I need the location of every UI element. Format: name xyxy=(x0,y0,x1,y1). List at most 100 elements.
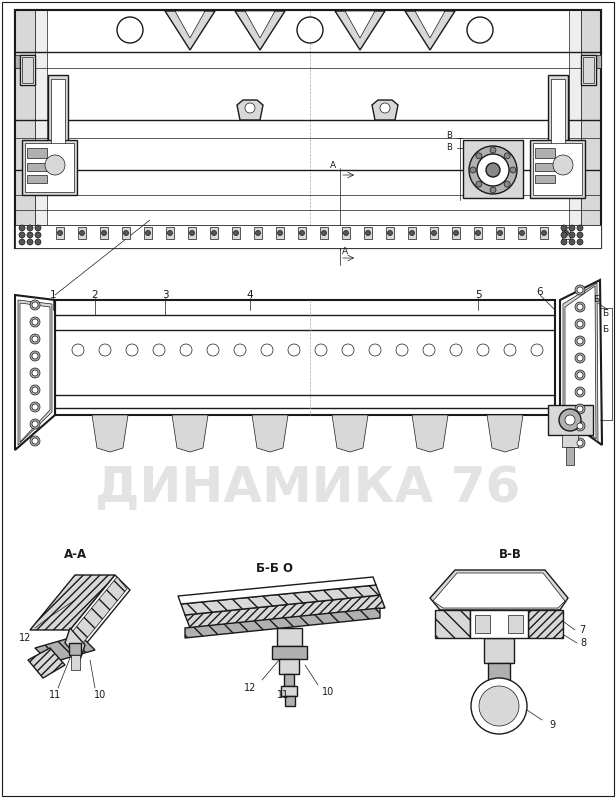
Circle shape xyxy=(32,370,38,376)
Circle shape xyxy=(575,302,585,312)
Bar xyxy=(528,610,563,638)
Text: 6: 6 xyxy=(537,287,543,297)
Circle shape xyxy=(541,231,546,235)
Circle shape xyxy=(519,231,524,235)
Circle shape xyxy=(322,231,326,235)
Circle shape xyxy=(365,231,370,235)
Bar xyxy=(475,615,490,633)
Bar xyxy=(518,227,526,239)
Circle shape xyxy=(30,351,40,361)
Circle shape xyxy=(469,146,517,194)
Bar xyxy=(144,227,152,239)
Circle shape xyxy=(559,409,581,431)
Bar xyxy=(284,674,294,686)
Circle shape xyxy=(577,304,583,310)
Circle shape xyxy=(299,231,304,235)
Circle shape xyxy=(256,231,261,235)
Circle shape xyxy=(577,338,583,344)
Polygon shape xyxy=(237,100,263,120)
Bar xyxy=(55,300,555,415)
Circle shape xyxy=(211,231,216,235)
Bar xyxy=(35,10,47,248)
Bar xyxy=(71,655,80,670)
Bar xyxy=(386,227,394,239)
Bar xyxy=(166,227,174,239)
Circle shape xyxy=(470,167,476,173)
Circle shape xyxy=(32,319,38,325)
Text: 12: 12 xyxy=(19,633,31,643)
Bar xyxy=(551,79,565,166)
Bar xyxy=(435,610,470,638)
Circle shape xyxy=(453,231,458,235)
Circle shape xyxy=(477,154,509,186)
Circle shape xyxy=(57,231,62,235)
Text: Б: Б xyxy=(602,309,608,318)
Bar xyxy=(48,75,68,170)
Circle shape xyxy=(575,404,585,414)
Circle shape xyxy=(233,231,238,235)
Bar xyxy=(276,227,284,239)
Circle shape xyxy=(30,402,40,412)
Circle shape xyxy=(277,231,283,235)
Polygon shape xyxy=(372,100,398,120)
Circle shape xyxy=(490,187,496,193)
Bar xyxy=(583,57,594,83)
Text: В-В: В-В xyxy=(498,548,521,562)
Bar xyxy=(533,143,582,195)
Circle shape xyxy=(569,239,575,245)
Circle shape xyxy=(27,232,33,238)
Polygon shape xyxy=(18,300,52,445)
Circle shape xyxy=(27,225,33,231)
Bar xyxy=(452,227,460,239)
Circle shape xyxy=(168,231,172,235)
Bar xyxy=(122,227,130,239)
Circle shape xyxy=(577,372,583,378)
Circle shape xyxy=(261,344,273,356)
Bar xyxy=(581,10,601,248)
Circle shape xyxy=(207,344,219,356)
Circle shape xyxy=(369,344,381,356)
Polygon shape xyxy=(20,303,50,442)
Circle shape xyxy=(575,387,585,397)
Bar xyxy=(408,227,416,239)
Bar xyxy=(51,79,65,166)
Polygon shape xyxy=(30,575,115,630)
Circle shape xyxy=(577,321,583,327)
Circle shape xyxy=(471,678,527,734)
Circle shape xyxy=(32,302,38,308)
Circle shape xyxy=(288,344,300,356)
Circle shape xyxy=(35,232,41,238)
Circle shape xyxy=(315,344,327,356)
Circle shape xyxy=(577,440,583,446)
Polygon shape xyxy=(345,11,375,38)
Polygon shape xyxy=(560,280,602,445)
Text: В: В xyxy=(446,144,452,152)
Polygon shape xyxy=(565,286,596,439)
Circle shape xyxy=(32,404,38,410)
Bar xyxy=(484,638,514,663)
Circle shape xyxy=(423,344,435,356)
Circle shape xyxy=(35,225,41,231)
Polygon shape xyxy=(563,283,598,442)
Circle shape xyxy=(410,231,415,235)
Bar xyxy=(342,227,350,239)
Circle shape xyxy=(19,239,25,245)
Bar xyxy=(285,696,295,706)
Circle shape xyxy=(30,385,40,395)
Circle shape xyxy=(99,344,111,356)
Circle shape xyxy=(380,103,390,113)
Text: Б: Б xyxy=(593,295,599,305)
Polygon shape xyxy=(185,608,380,638)
Circle shape xyxy=(145,231,150,235)
Circle shape xyxy=(344,231,349,235)
Text: 7: 7 xyxy=(579,625,585,635)
Polygon shape xyxy=(433,573,565,608)
Circle shape xyxy=(19,232,25,238)
Circle shape xyxy=(504,181,510,188)
Circle shape xyxy=(477,344,489,356)
Circle shape xyxy=(102,231,107,235)
Polygon shape xyxy=(92,415,128,452)
Bar xyxy=(508,615,523,633)
Circle shape xyxy=(32,387,38,393)
Circle shape xyxy=(27,239,33,245)
